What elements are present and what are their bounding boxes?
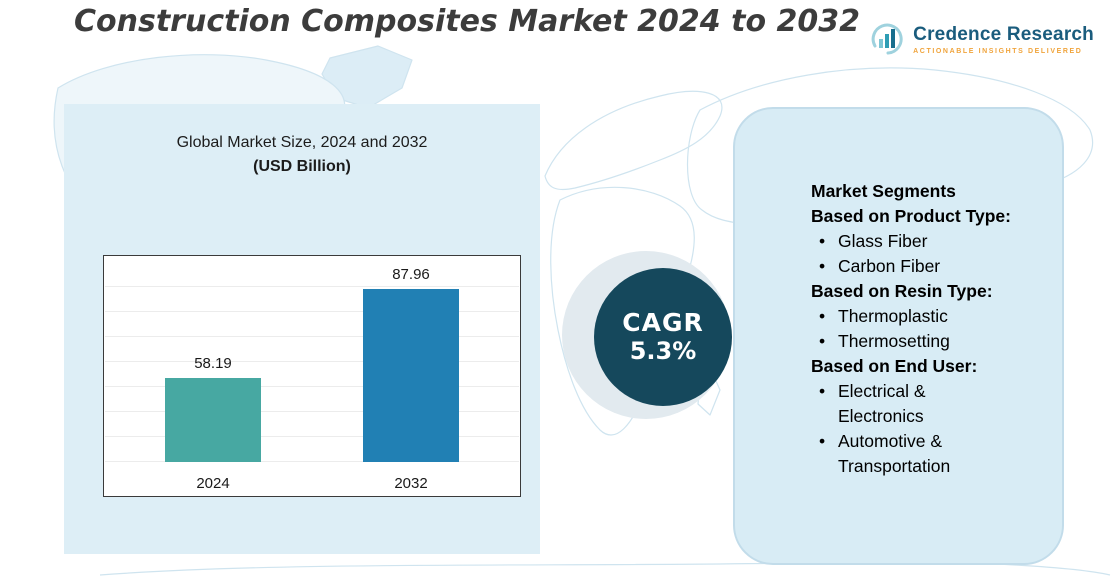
chart-unit-label: (USD Billion): [253, 158, 351, 175]
bullet-icon: •: [819, 231, 826, 251]
bar-chart: 58.19 2024 87.96 2032: [103, 255, 521, 497]
logo-name: Credence Research: [913, 23, 1094, 45]
segment-heading: Based on End User:: [811, 356, 978, 376]
bar-2032: 87.96: [363, 266, 459, 462]
credence-research-logo[interactable]: Credence Research Actionable Insights De…: [868, 20, 1094, 58]
segment-bullet-text: Automotive & Transportation: [838, 431, 951, 476]
bar-value-label: 58.19: [194, 354, 232, 372]
segment-bullet-item: • Glass Fiber: [811, 229, 1043, 254]
map-greenland: [321, 45, 413, 109]
segment-bullet-item: • Automotive & Transportation: [811, 429, 1043, 479]
bullet-icon: •: [819, 306, 826, 326]
chart-subtitle: Global Market Size, 2024 and 2032: [176, 134, 428, 151]
segment-heading: Based on Product Type:: [811, 206, 1011, 226]
page-title: Construction Composites Market 2024 to 2…: [74, 4, 860, 39]
segment-bullet-item: • Thermosetting: [811, 329, 1043, 354]
map-antarctica-edge: [99, 561, 1111, 576]
market-size-panel: Global Market Size, 2024 and 2032 (USD B…: [64, 104, 540, 554]
bar-group-2032: 87.96 2032: [363, 266, 459, 492]
bar-group-2024: 58.19 2024: [165, 268, 261, 492]
bar-value-label: 87.96: [392, 266, 430, 284]
logo-tagline: Actionable Insights Delivered: [913, 47, 1083, 55]
market-segments-panel: Market Segments Based on Product Type: • Gl…: [733, 107, 1064, 565]
segment-bullet-item: • Carbon Fiber: [811, 254, 1043, 279]
segment-bullet-text: Thermosetting: [838, 331, 950, 351]
segment-bullet-text: Thermoplastic: [838, 306, 948, 326]
segment-heading: Market Segments: [811, 181, 956, 201]
chart-heading: Global Market Size, 2024 and 2032 (USD B…: [64, 134, 540, 176]
segment-bullet-text: Electrical & Electronics: [838, 381, 926, 426]
bullet-icon: •: [819, 381, 826, 401]
segments-list: Market Segments Based on Product Type: • Gl…: [811, 179, 1043, 479]
map-europe: [544, 90, 723, 191]
bar-2024: 58.19: [165, 355, 261, 462]
cagr-value: 5.3%: [629, 336, 697, 365]
segment-heading: Based on Resin Type:: [811, 281, 993, 301]
segment-bullet-text: Glass Fiber: [838, 231, 928, 251]
bullet-icon: •: [819, 331, 826, 351]
segment-bullet-item: • Thermoplastic: [811, 304, 1043, 329]
logo-text: Credence Research Actionable Insights De…: [913, 24, 1094, 55]
cagr-badge: CAGR 5.3%: [594, 268, 732, 406]
bullet-icon: •: [819, 256, 826, 276]
bar-category-label: 2032: [394, 475, 428, 492]
chart-plot-area: 58.19 2024 87.96 2032: [114, 266, 510, 492]
cagr-label: CAGR: [622, 307, 704, 337]
bar-category-label: 2024: [196, 475, 230, 492]
bar-chart-logo-icon: [871, 23, 903, 55]
segment-bullet-text: Carbon Fiber: [838, 256, 941, 276]
segment-bullet-item: • Electrical & Electronics: [811, 379, 1043, 429]
bullet-icon: •: [819, 431, 826, 451]
